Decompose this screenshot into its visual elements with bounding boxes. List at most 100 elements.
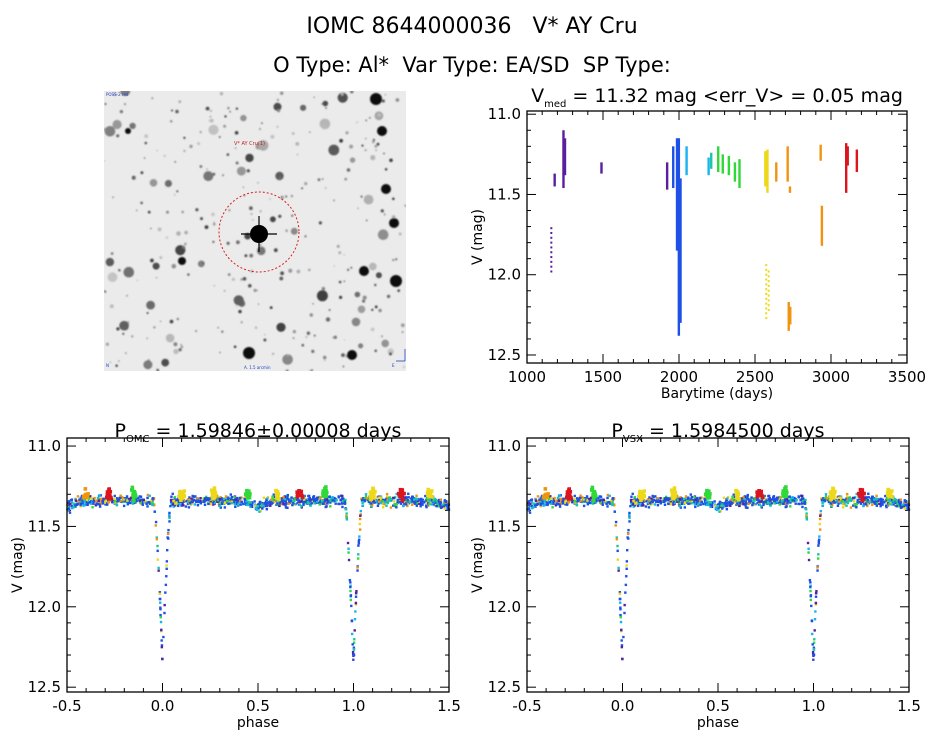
data-point bbox=[906, 506, 909, 509]
data-point bbox=[245, 502, 248, 505]
data-point bbox=[550, 497, 553, 501]
data-point bbox=[331, 496, 334, 499]
data-point bbox=[323, 488, 328, 493]
sky-star bbox=[292, 337, 295, 340]
data-point bbox=[683, 501, 687, 505]
data-point bbox=[121, 496, 124, 499]
data-point bbox=[434, 501, 437, 504]
data-point bbox=[99, 497, 102, 501]
data-point bbox=[822, 497, 825, 500]
sky-star bbox=[290, 227, 298, 235]
data-point bbox=[227, 497, 230, 500]
data-point bbox=[204, 496, 208, 500]
data-point bbox=[320, 500, 324, 503]
data-point bbox=[628, 511, 631, 515]
data-point bbox=[741, 500, 745, 503]
sky-star bbox=[112, 119, 122, 130]
data-point bbox=[389, 497, 393, 501]
data-point bbox=[98, 494, 101, 497]
data-point bbox=[72, 502, 75, 505]
data-point bbox=[243, 498, 247, 501]
data-point bbox=[177, 500, 180, 504]
data-point bbox=[365, 497, 369, 500]
data-point bbox=[226, 500, 229, 503]
sky-star bbox=[184, 242, 187, 246]
data-point bbox=[426, 493, 430, 497]
data-point bbox=[532, 502, 535, 505]
data-point bbox=[843, 503, 846, 506]
data-point bbox=[266, 501, 269, 505]
sky-star bbox=[347, 350, 357, 360]
data-point bbox=[275, 491, 279, 496]
data-point bbox=[767, 494, 771, 498]
data-point bbox=[67, 503, 71, 507]
data-point bbox=[308, 499, 312, 503]
data-point bbox=[121, 500, 124, 504]
data-point bbox=[549, 495, 552, 498]
data-point bbox=[873, 499, 876, 503]
data-point bbox=[794, 502, 797, 505]
data-point bbox=[692, 500, 696, 504]
data-point bbox=[635, 502, 638, 506]
data-point bbox=[381, 502, 385, 506]
data-point bbox=[318, 503, 321, 506]
data-point bbox=[282, 496, 285, 499]
data-point bbox=[855, 503, 859, 506]
sky-star bbox=[169, 120, 173, 123]
sky-star bbox=[119, 110, 123, 114]
data-point bbox=[159, 613, 162, 617]
data-point bbox=[752, 502, 755, 505]
data-point bbox=[705, 488, 709, 493]
data-point bbox=[406, 499, 409, 502]
data-point bbox=[886, 487, 891, 492]
data-point bbox=[420, 502, 423, 506]
data-point bbox=[433, 502, 437, 506]
sky-star bbox=[189, 144, 193, 149]
sky-star bbox=[270, 216, 276, 223]
data-point bbox=[764, 500, 767, 503]
data-point bbox=[773, 499, 776, 503]
sky-star bbox=[135, 209, 138, 212]
data-point bbox=[358, 522, 361, 526]
x-tick-label: -0.5 bbox=[512, 697, 541, 715]
data-point bbox=[606, 493, 610, 497]
data-point bbox=[79, 503, 82, 507]
data-point bbox=[753, 496, 757, 500]
data-point bbox=[750, 496, 753, 499]
data-point bbox=[352, 646, 356, 649]
data-point bbox=[205, 495, 208, 499]
data-point bbox=[239, 499, 242, 503]
sky-star bbox=[305, 336, 308, 338]
data-point bbox=[315, 500, 319, 503]
sky-star bbox=[375, 272, 382, 279]
data-point bbox=[341, 494, 344, 498]
data-point bbox=[91, 506, 94, 509]
data-point bbox=[619, 601, 622, 604]
data-point bbox=[250, 504, 253, 507]
data-point bbox=[783, 488, 788, 493]
data-point bbox=[613, 510, 616, 513]
x-tick-label: 1.0 bbox=[802, 697, 826, 715]
data-point bbox=[329, 497, 332, 500]
data-point bbox=[550, 227, 553, 230]
data-point bbox=[765, 302, 768, 305]
sky-star bbox=[372, 138, 376, 142]
sky-star bbox=[253, 288, 257, 293]
data-point bbox=[366, 498, 369, 502]
sky-star bbox=[349, 144, 354, 149]
data-point bbox=[303, 498, 306, 502]
data-point bbox=[868, 501, 872, 504]
data-point bbox=[87, 497, 91, 500]
data-point bbox=[139, 502, 143, 505]
data-point bbox=[819, 513, 822, 516]
data-point bbox=[323, 486, 327, 491]
data-point bbox=[784, 502, 788, 505]
data-point bbox=[805, 512, 808, 515]
data-point bbox=[199, 499, 202, 503]
data-point bbox=[623, 611, 626, 615]
data-point bbox=[176, 498, 179, 501]
data-point bbox=[342, 499, 345, 502]
data-point bbox=[579, 500, 582, 503]
data-point bbox=[284, 506, 288, 509]
data-point bbox=[269, 504, 272, 507]
